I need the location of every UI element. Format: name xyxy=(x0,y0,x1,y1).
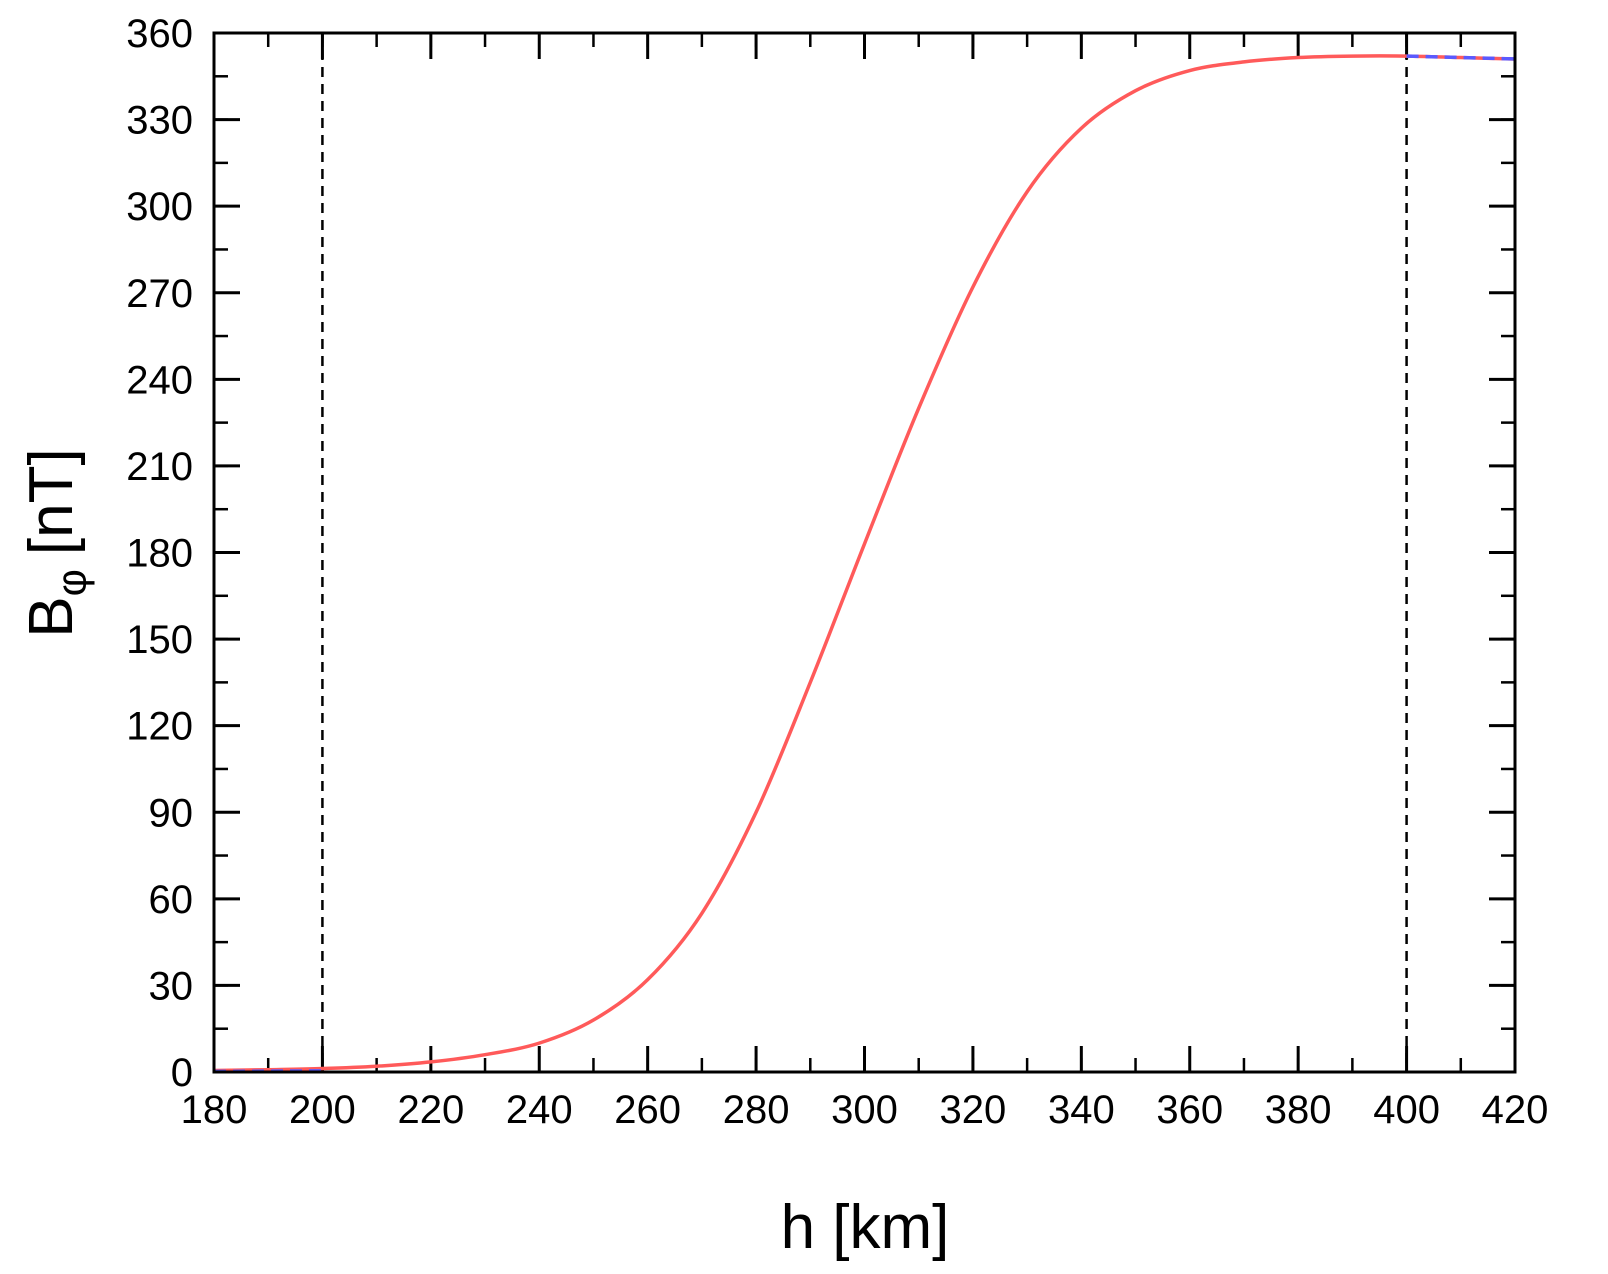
y-tick-label: 90 xyxy=(149,791,194,835)
x-tick-label: 300 xyxy=(831,1088,898,1132)
y-tick-label: 0 xyxy=(171,1051,193,1095)
x-tick-label: 400 xyxy=(1373,1088,1440,1132)
y-axis-title-main: B xyxy=(17,596,86,637)
y-axis-title-unit: [nT] xyxy=(17,448,86,555)
y-tick-label: 180 xyxy=(126,532,193,576)
y-tick-label: 360 xyxy=(126,12,193,56)
x-tick-label: 380 xyxy=(1265,1088,1332,1132)
x-tick-label: 260 xyxy=(614,1088,681,1132)
x-tick-label: 360 xyxy=(1156,1088,1223,1132)
y-axis-title: Bφ [nT] xyxy=(17,448,95,637)
x-tick-label: 320 xyxy=(940,1088,1007,1132)
series-line-1 xyxy=(213,54,1516,1073)
y-tick-label: 240 xyxy=(126,358,193,402)
y-tick-label: 210 xyxy=(126,445,193,489)
y-tick-label: 330 xyxy=(126,99,193,143)
x-axis-title: h [km] xyxy=(781,1193,950,1262)
y-tick-label: 30 xyxy=(149,964,194,1008)
x-tick-labels: 180 200 220 240 260 280 300 320 340 360 380 400 420 xyxy=(181,1088,1549,1132)
plot-frame xyxy=(212,31,1517,1074)
reference-lines xyxy=(321,33,1408,1072)
minor-ticks xyxy=(212,31,1517,1074)
series-layer xyxy=(213,54,1516,1074)
y-tick-label: 270 xyxy=(126,272,193,316)
x-tick-label: 280 xyxy=(723,1088,790,1132)
x-tick-label: 220 xyxy=(397,1088,464,1132)
y-axis-title-subscript: φ xyxy=(48,569,95,596)
y-tick-label: 150 xyxy=(126,618,193,662)
y-tick-label: 60 xyxy=(149,878,194,922)
x-tick-label: 240 xyxy=(506,1088,573,1132)
y-tick-label: 120 xyxy=(126,705,193,749)
y-tick-label: 300 xyxy=(126,185,193,229)
major-ticks xyxy=(212,31,1517,1074)
x-tick-label: 420 xyxy=(1482,1088,1549,1132)
x-tick-label: 340 xyxy=(1048,1088,1115,1132)
y-tick-labels: 0 30 60 90 120 150 180 210 240 270 300 330 360 xyxy=(126,12,193,1095)
x-tick-label: 180 xyxy=(181,1088,248,1132)
x-tick-label: 200 xyxy=(289,1088,356,1132)
